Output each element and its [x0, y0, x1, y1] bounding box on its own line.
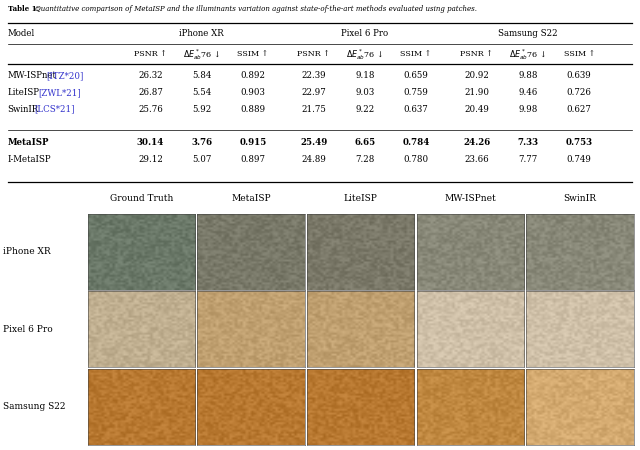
- Text: 0.639: 0.639: [567, 71, 591, 80]
- Text: iPhone XR: iPhone XR: [3, 247, 51, 256]
- Text: Model: Model: [8, 29, 35, 38]
- Text: 5.07: 5.07: [192, 155, 211, 164]
- Text: 26.87: 26.87: [138, 88, 163, 97]
- Text: 7.28: 7.28: [355, 155, 374, 164]
- Text: 25.76: 25.76: [138, 105, 163, 114]
- Text: 0.726: 0.726: [567, 88, 591, 97]
- Text: 0.915: 0.915: [239, 138, 266, 147]
- Text: 24.89: 24.89: [301, 155, 326, 164]
- Text: Samsung S22: Samsung S22: [498, 29, 558, 38]
- Text: 9.22: 9.22: [355, 105, 374, 114]
- Text: 22.39: 22.39: [301, 71, 326, 80]
- Text: Pixel 6 Pro: Pixel 6 Pro: [341, 29, 388, 38]
- Text: 5.54: 5.54: [192, 88, 211, 97]
- Text: [ITZ*20]: [ITZ*20]: [47, 71, 84, 80]
- Text: $\Delta E^*_{ab}$76 ↓: $\Delta E^*_{ab}$76 ↓: [183, 47, 220, 62]
- Text: MetaISP: MetaISP: [231, 194, 271, 203]
- Text: 5.92: 5.92: [192, 105, 211, 114]
- Text: LiteISP: LiteISP: [344, 194, 378, 203]
- Text: 0.903: 0.903: [241, 88, 265, 97]
- Text: MetaISP: MetaISP: [8, 138, 49, 147]
- Text: 0.897: 0.897: [240, 155, 266, 164]
- Text: 3.76: 3.76: [191, 138, 212, 147]
- Text: 7.33: 7.33: [517, 138, 539, 147]
- Text: Pixel 6 Pro: Pixel 6 Pro: [3, 325, 53, 334]
- Text: 9.18: 9.18: [355, 71, 374, 80]
- Text: 30.14: 30.14: [137, 138, 164, 147]
- Text: [LCS*21]: [LCS*21]: [35, 105, 75, 114]
- Text: 0.637: 0.637: [404, 105, 428, 114]
- Text: 26.32: 26.32: [138, 71, 163, 80]
- Text: 0.889: 0.889: [240, 105, 266, 114]
- Text: SwinIR: SwinIR: [8, 105, 39, 114]
- Text: 5.84: 5.84: [192, 71, 211, 80]
- Text: 0.780: 0.780: [403, 155, 429, 164]
- Text: SSIM ↑: SSIM ↑: [400, 50, 432, 58]
- Text: LiteISP: LiteISP: [8, 88, 40, 97]
- Text: 21.90: 21.90: [464, 88, 490, 97]
- Text: 20.92: 20.92: [465, 71, 489, 80]
- Text: PSNR ↑: PSNR ↑: [460, 50, 493, 58]
- Text: 29.12: 29.12: [138, 155, 163, 164]
- Text: 9.03: 9.03: [355, 88, 374, 97]
- Text: 6.65: 6.65: [354, 138, 376, 147]
- Text: PSNR ↑: PSNR ↑: [134, 50, 167, 58]
- Text: 0.749: 0.749: [567, 155, 591, 164]
- Text: Table 1:: Table 1:: [8, 4, 42, 13]
- Text: SSIM ↑: SSIM ↑: [563, 50, 595, 58]
- Text: PSNR ↑: PSNR ↑: [297, 50, 330, 58]
- Text: SSIM ↑: SSIM ↑: [237, 50, 269, 58]
- Text: iPhone XR: iPhone XR: [179, 29, 224, 38]
- Text: 25.49: 25.49: [300, 138, 327, 147]
- Text: Quantitative comparison of MetaISP and the illuminants variation against state-o: Quantitative comparison of MetaISP and t…: [35, 4, 477, 13]
- Text: [ZWL*21]: [ZWL*21]: [38, 88, 81, 97]
- Text: SwinIR: SwinIR: [564, 194, 596, 203]
- Text: 9.88: 9.88: [518, 71, 538, 80]
- Text: 7.77: 7.77: [518, 155, 538, 164]
- Text: I-MetaISP: I-MetaISP: [8, 155, 51, 164]
- Text: 0.753: 0.753: [566, 138, 593, 147]
- Text: 0.627: 0.627: [567, 105, 591, 114]
- Text: 0.892: 0.892: [240, 71, 266, 80]
- Text: 20.49: 20.49: [465, 105, 489, 114]
- Text: MW-ISPnet: MW-ISPnet: [8, 71, 56, 80]
- Text: 0.659: 0.659: [404, 71, 428, 80]
- Text: Samsung S22: Samsung S22: [3, 402, 66, 411]
- Text: Ground Truth: Ground Truth: [109, 194, 173, 203]
- Text: MW-ISPnet: MW-ISPnet: [444, 194, 496, 203]
- Text: 0.759: 0.759: [404, 88, 428, 97]
- Text: 23.66: 23.66: [465, 155, 489, 164]
- Text: 24.26: 24.26: [463, 138, 490, 147]
- Text: 0.784: 0.784: [403, 138, 429, 147]
- Text: $\Delta E^*_{ab}$76 ↓: $\Delta E^*_{ab}$76 ↓: [509, 47, 547, 62]
- Text: 9.46: 9.46: [518, 88, 538, 97]
- Text: 21.75: 21.75: [301, 105, 326, 114]
- Text: 9.98: 9.98: [518, 105, 538, 114]
- Text: $\Delta E^*_{ab}$76 ↓: $\Delta E^*_{ab}$76 ↓: [346, 47, 383, 62]
- Text: 22.97: 22.97: [301, 88, 326, 97]
